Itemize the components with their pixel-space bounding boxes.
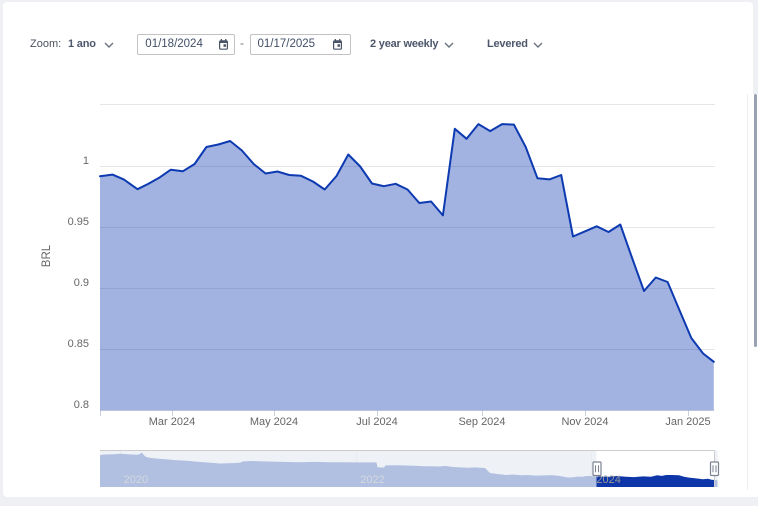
svg-text:Mar 2024: Mar 2024 — [149, 416, 195, 428]
svg-text:2024: 2024 — [596, 474, 620, 486]
svg-text:Nov 2024: Nov 2024 — [561, 416, 608, 428]
svg-text:Sep 2024: Sep 2024 — [458, 416, 505, 428]
svg-text:Jan 2025: Jan 2025 — [665, 416, 710, 428]
svg-text:May 2024: May 2024 — [250, 416, 298, 428]
svg-text:0.8: 0.8 — [74, 399, 89, 411]
svg-text:0.95: 0.95 — [68, 216, 89, 228]
svg-text:0.9: 0.9 — [74, 277, 89, 289]
svg-text:1: 1 — [83, 155, 89, 167]
svg-text:0.85: 0.85 — [68, 338, 89, 350]
svg-text:Jul 2024: Jul 2024 — [356, 416, 398, 428]
svg-text:BRL: BRL — [41, 244, 53, 267]
